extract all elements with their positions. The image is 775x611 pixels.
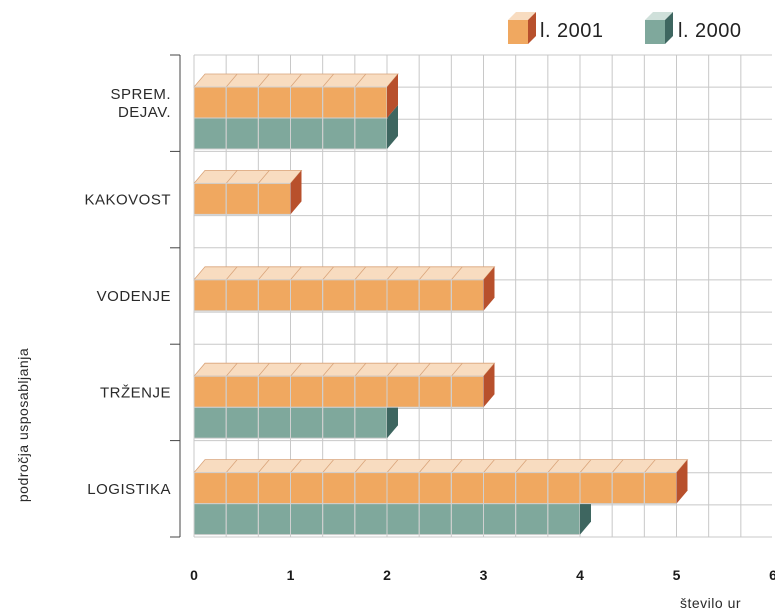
category-label: SPREM. DEJAV.	[110, 86, 171, 121]
legend-label-2000: l. 2000	[678, 20, 742, 42]
bar-2000	[193, 394, 398, 439]
category-label: LOGISTIKA	[87, 481, 171, 498]
x-axis-title: število ur	[680, 595, 741, 611]
y-axis-title: področja usposabljanja	[15, 348, 31, 502]
x-tick-label: 3	[480, 567, 488, 583]
bar-2000	[193, 490, 591, 536]
legend-swatch-2001	[508, 12, 536, 44]
y-axis	[170, 54, 181, 538]
category-label: KAKOVOST	[84, 192, 171, 209]
bar-2001	[193, 459, 689, 505]
bar-2001	[193, 169, 303, 215]
x-tick-label: 4	[576, 567, 584, 583]
x-tick-label: 1	[287, 567, 295, 583]
category-labels: SPREM. DEJAV. KAKOVOST VODENJE TRŽENJE LOGIST…	[84, 86, 171, 498]
legend: l. 2001 l. 2000	[508, 12, 742, 44]
x-tick-labels: 0 1 2 3 4 5 6	[190, 567, 775, 583]
x-tick-label: 0	[190, 567, 198, 583]
bar-2001	[193, 73, 399, 119]
legend-swatch-2000	[645, 12, 673, 44]
x-tick-label: 5	[673, 567, 681, 583]
bar-2001	[193, 362, 496, 408]
bar-2001	[193, 266, 496, 312]
bars	[193, 73, 689, 536]
category-label: TRŽENJE	[100, 384, 171, 401]
category-label: VODENJE	[97, 288, 171, 305]
x-tick-label: 2	[383, 567, 391, 583]
bar-2000	[193, 105, 398, 150]
x-tick-label: 6	[769, 567, 775, 583]
legend-label-2001: l. 2001	[540, 20, 604, 42]
